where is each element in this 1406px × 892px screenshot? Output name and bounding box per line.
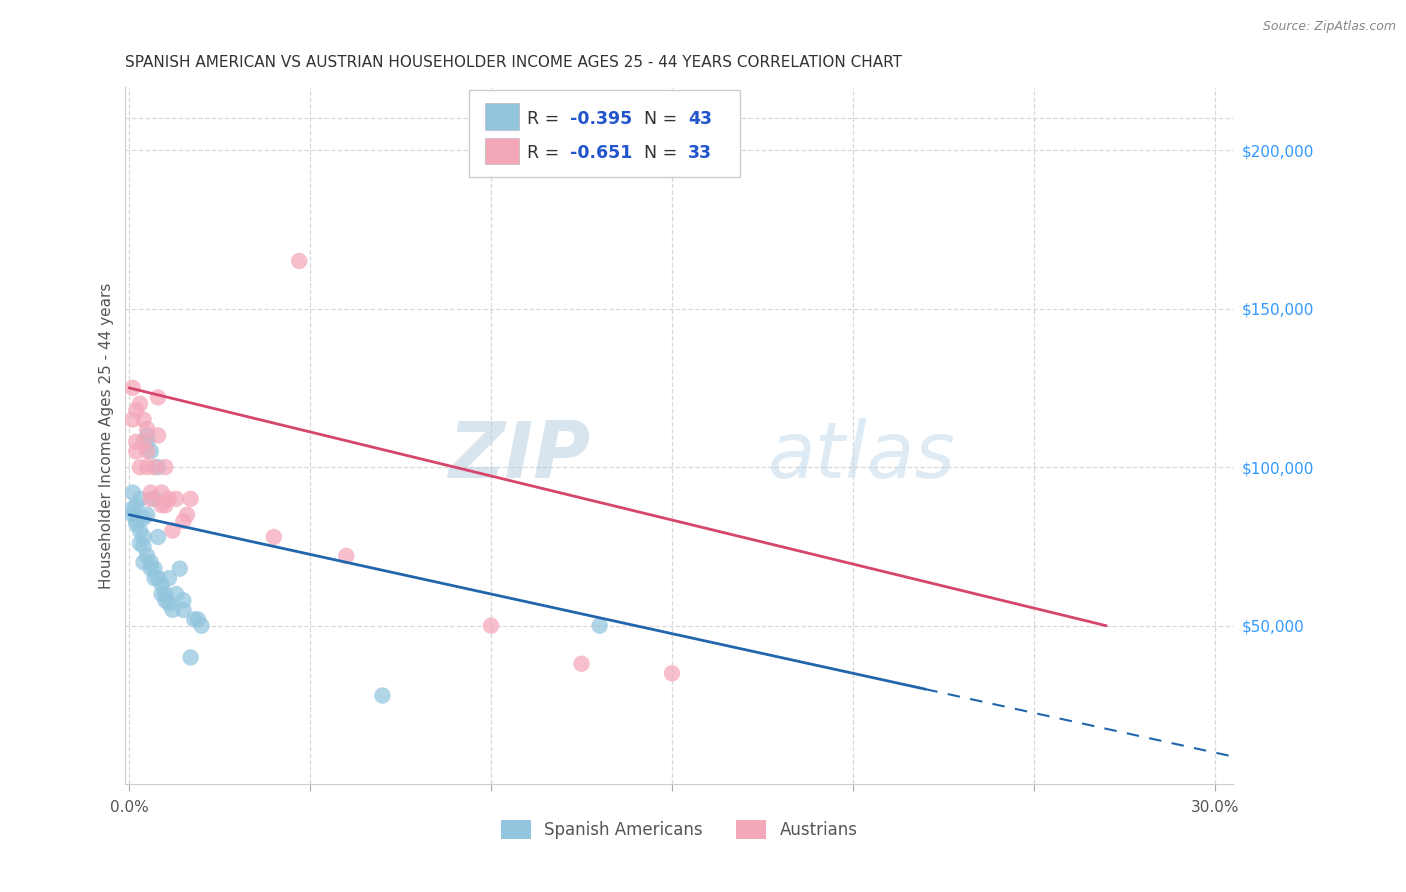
Text: N =: N = bbox=[644, 111, 682, 128]
Point bbox=[150, 577, 173, 591]
Text: N =: N = bbox=[644, 144, 682, 161]
Point bbox=[143, 460, 166, 475]
Point bbox=[121, 412, 143, 426]
Point bbox=[136, 434, 159, 449]
Text: SPANISH AMERICAN VS AUSTRIAN HOUSEHOLDER INCOME AGES 25 - 44 YEARS CORRELATION C: SPANISH AMERICAN VS AUSTRIAN HOUSEHOLDER… bbox=[125, 55, 903, 70]
Point bbox=[121, 381, 143, 395]
Point bbox=[146, 460, 169, 475]
FancyBboxPatch shape bbox=[485, 103, 519, 130]
Point bbox=[129, 460, 152, 475]
Point bbox=[139, 555, 162, 569]
Point bbox=[143, 561, 166, 575]
Text: ZIP: ZIP bbox=[449, 418, 591, 494]
Point bbox=[183, 612, 205, 626]
Point bbox=[155, 593, 177, 607]
Point bbox=[172, 514, 194, 528]
Point bbox=[176, 508, 198, 522]
Point bbox=[136, 549, 159, 563]
Point bbox=[146, 428, 169, 442]
Point bbox=[143, 571, 166, 585]
Point bbox=[143, 491, 166, 506]
Point bbox=[125, 514, 148, 528]
Point bbox=[180, 650, 202, 665]
Text: R =: R = bbox=[527, 111, 565, 128]
Point bbox=[146, 571, 169, 585]
Point bbox=[129, 397, 152, 411]
Point bbox=[132, 555, 155, 569]
Point bbox=[187, 612, 209, 626]
Point bbox=[155, 587, 177, 601]
Text: atlas: atlas bbox=[768, 418, 956, 494]
Point bbox=[132, 540, 155, 554]
Point bbox=[169, 561, 191, 575]
Point bbox=[139, 491, 162, 506]
Point bbox=[263, 530, 285, 544]
Point bbox=[136, 422, 159, 436]
Point bbox=[136, 508, 159, 522]
Point bbox=[165, 587, 187, 601]
Point bbox=[132, 412, 155, 426]
Point bbox=[129, 536, 152, 550]
Point bbox=[125, 434, 148, 449]
Point bbox=[132, 434, 155, 449]
Text: -0.395: -0.395 bbox=[569, 111, 631, 128]
Point bbox=[155, 498, 177, 512]
Point bbox=[172, 603, 194, 617]
Point bbox=[125, 444, 148, 458]
FancyBboxPatch shape bbox=[468, 90, 740, 178]
Point bbox=[162, 524, 184, 538]
Y-axis label: Householder Income Ages 25 - 44 years: Householder Income Ages 25 - 44 years bbox=[100, 282, 114, 589]
Point bbox=[121, 508, 143, 522]
Point bbox=[139, 485, 162, 500]
Point bbox=[190, 618, 212, 632]
Point bbox=[661, 666, 683, 681]
Text: 43: 43 bbox=[688, 111, 711, 128]
Point bbox=[129, 524, 152, 538]
Point bbox=[571, 657, 593, 671]
Point bbox=[136, 428, 159, 442]
Legend: Spanish Americans, Austrians: Spanish Americans, Austrians bbox=[495, 814, 865, 846]
Point bbox=[157, 491, 180, 506]
Point bbox=[125, 403, 148, 417]
Point bbox=[335, 549, 357, 563]
Text: Source: ZipAtlas.com: Source: ZipAtlas.com bbox=[1263, 20, 1396, 33]
Point bbox=[479, 618, 502, 632]
Point bbox=[121, 501, 143, 516]
Point bbox=[165, 491, 187, 506]
Point bbox=[150, 485, 173, 500]
Point bbox=[139, 444, 162, 458]
Point bbox=[157, 571, 180, 585]
Point bbox=[588, 618, 610, 632]
FancyBboxPatch shape bbox=[485, 137, 519, 164]
Point bbox=[132, 511, 155, 525]
Point bbox=[125, 498, 148, 512]
Point bbox=[125, 517, 148, 532]
Point bbox=[371, 689, 394, 703]
Point bbox=[162, 603, 184, 617]
Point bbox=[136, 444, 159, 458]
Point bbox=[139, 561, 162, 575]
Point bbox=[157, 597, 180, 611]
Text: 33: 33 bbox=[688, 144, 711, 161]
Point bbox=[150, 498, 173, 512]
Point bbox=[180, 491, 202, 506]
Point bbox=[132, 530, 155, 544]
Point bbox=[129, 491, 152, 506]
Point bbox=[121, 485, 143, 500]
Text: -0.651: -0.651 bbox=[569, 144, 631, 161]
Text: R =: R = bbox=[527, 144, 565, 161]
Point bbox=[155, 460, 177, 475]
Point bbox=[172, 593, 194, 607]
Point bbox=[288, 254, 311, 268]
Point bbox=[150, 587, 173, 601]
Point bbox=[146, 530, 169, 544]
Point bbox=[136, 460, 159, 475]
Point bbox=[146, 390, 169, 404]
